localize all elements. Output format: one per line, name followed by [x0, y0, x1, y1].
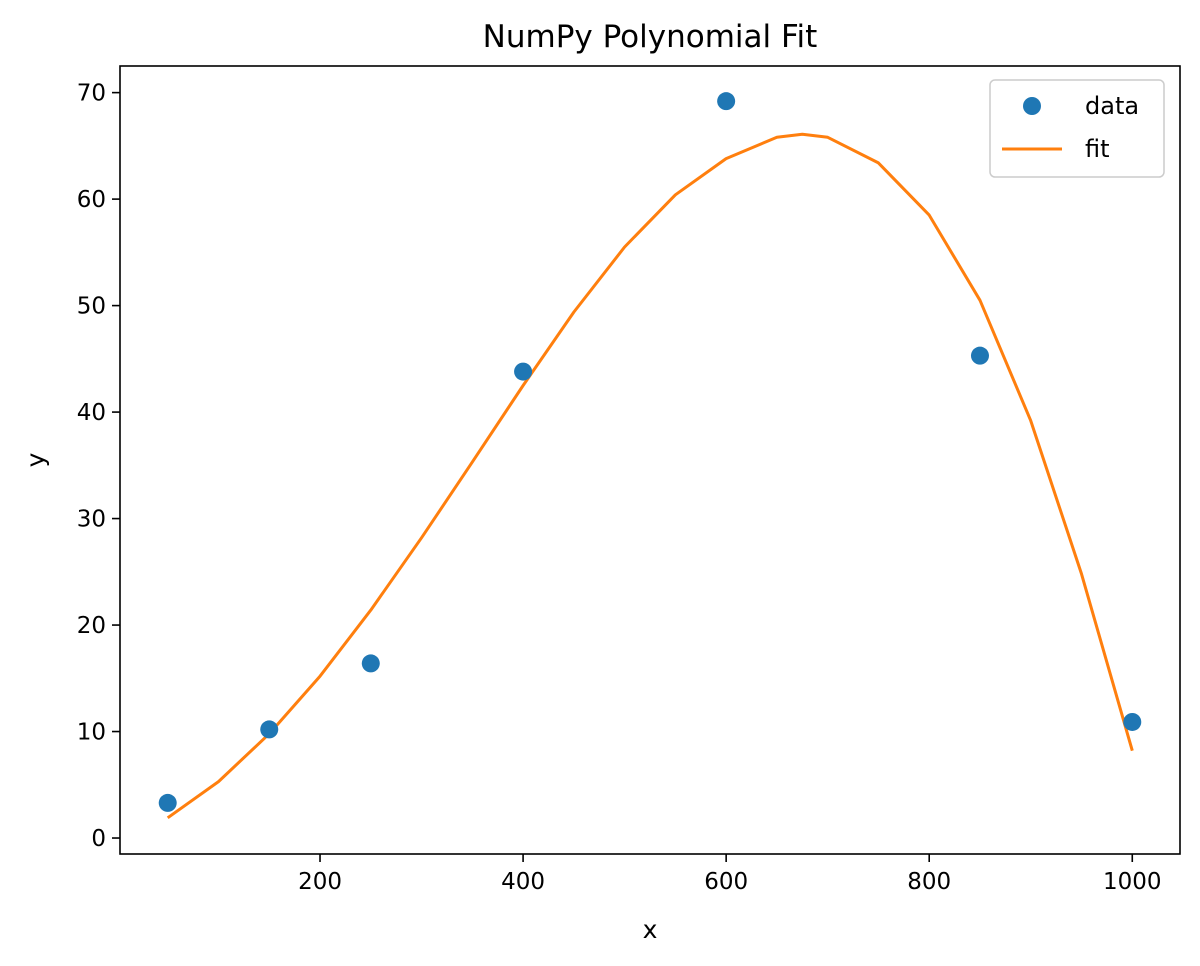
legend-data-marker	[1023, 97, 1041, 115]
y-tick-label-70: 70	[77, 81, 106, 107]
y-tick-label-0: 0	[91, 826, 106, 852]
axes-frame	[119, 65, 1181, 855]
legend: data fit	[989, 79, 1165, 178]
y-tick-label-10: 10	[77, 720, 106, 746]
data-point-6	[1123, 712, 1142, 731]
x-axis-label: x	[643, 915, 658, 944]
data-point-0	[158, 793, 177, 812]
legend-fit-label: fit	[1085, 135, 1110, 163]
y-tick-label-60: 60	[77, 187, 106, 213]
y-tick-label-40: 40	[77, 400, 106, 426]
y-axis-label: y	[21, 452, 50, 467]
data-point-1	[260, 720, 279, 739]
x-axis: 200 400 600 800 1000	[298, 854, 1162, 895]
x-tick-label-600: 600	[704, 869, 748, 895]
x-tick-label-400: 400	[501, 869, 545, 895]
data-point-3	[514, 362, 533, 381]
data-point-2	[361, 654, 380, 673]
chart-title: NumPy Polynomial Fit	[483, 19, 818, 55]
fit-line	[166, 132, 1134, 820]
x-tick-label-800: 800	[907, 869, 951, 895]
x-tick-label-200: 200	[298, 869, 342, 895]
y-tick-label-30: 30	[77, 507, 106, 533]
y-axis: 0 10 20 30 40 50 60 70	[77, 81, 120, 852]
y-tick-label-20: 20	[77, 613, 106, 639]
legend-data-label: data	[1085, 92, 1139, 120]
y-tick-label-50: 50	[77, 294, 106, 320]
data-point-5	[970, 346, 989, 365]
plot-area	[158, 92, 1142, 820]
x-tick-label-1000: 1000	[1103, 869, 1162, 895]
data-point-4	[717, 92, 736, 111]
